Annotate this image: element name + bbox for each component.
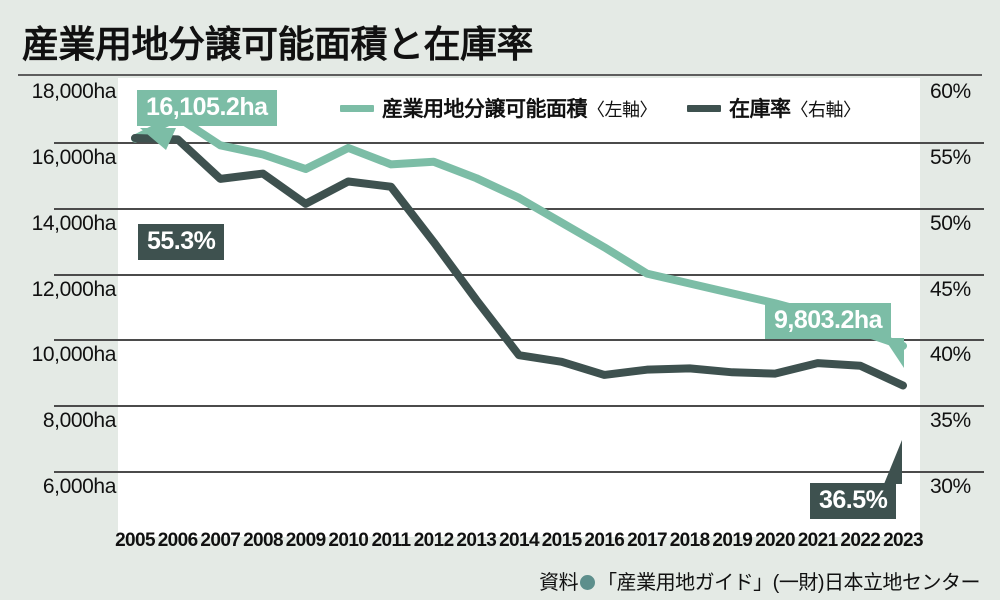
x-axis-tick: 2014 [499,530,539,551]
legend-swatch-rate [687,104,721,112]
y-axis-left-tick: 10,000ha [31,343,117,367]
bullet-dot-icon [580,575,596,590]
legend-label-area: 産業用地分譲可能面積〈左軸〉 [382,98,658,121]
y-axis-left-tick: 18,000ha [31,80,117,104]
x-axis-tick: 2009 [285,530,326,551]
gridline [54,471,984,473]
y-axis-left-tick: 14,000ha [31,211,117,235]
source-text: 「産業用地ガイド」(一財)日本立地センター [597,572,980,594]
y-axis-left-tick: 16,000ha [31,146,117,169]
y-axis-right-tick: 30% [930,475,971,498]
x-axis-tick: 2023 [883,530,923,551]
page-title: 産業用地分譲可能面積と在庫率 [22,24,534,65]
gridline [54,207,984,210]
x-axis-tick: 2020 [755,530,795,551]
gridline [54,339,984,342]
y-axis-right-tick: 60% [930,80,971,104]
x-axis-tick: 2010 [328,530,369,551]
legend-swatch-area [340,104,374,112]
area-start-callout: 16,105.2ha [137,90,277,126]
x-axis-tick: 2005 [115,530,155,551]
gridline [54,273,984,276]
source-note: 資料 「産業用地ガイド」(一財)日本立地センター [539,566,980,595]
y-axis-right-tick: 35% [930,409,971,433]
x-axis-tick: 2013 [456,530,497,551]
x-axis-tick: 2015 [541,530,582,551]
rate-start-callout: 55.3% [138,224,225,260]
y-axis-right-tick: 55% [930,146,971,169]
x-axis-tick: 2017 [627,530,667,551]
area-end-tail [884,338,904,368]
x-axis-tick: 2008 [243,530,283,551]
y-axis-left-tick: 6,000ha [42,475,117,498]
x-axis-tick: 2012 [413,530,454,551]
gridline [54,142,984,144]
rate-end-callout: 36.5% [810,483,897,519]
legend-label-rate: 在庫率〈右軸〉 [729,98,861,121]
y-axis-right-tick: 45% [930,277,971,301]
source-prefix: 資料 [539,572,579,594]
rate-end-tail [884,440,902,484]
line-rate-series [131,134,907,390]
x-axis-tick: 2018 [669,530,710,551]
y-axis-right-tick: 50% [930,211,971,235]
gridline [54,405,984,408]
area-end-callout: 9,803.2ha [765,303,892,339]
y-axis-left-tick: 12,000ha [31,277,117,301]
x-axis-tick: 2022 [840,530,881,551]
x-axis-tick: 2021 [797,530,838,551]
x-axis-tick: 2019 [712,530,753,551]
y-axis-left-tick: 8,000ha [42,409,117,433]
area-start-tail [140,128,176,150]
x-axis-tick: 2006 [157,530,198,551]
y-axis-right-tick: 40% [930,343,971,367]
legend: 産業用地分譲可能面積〈左軸〉 在庫率〈右軸〉 [340,93,861,123]
x-axis-tick: 2011 [371,530,411,551]
title-divider [18,74,982,76]
x-axis-tick: 2007 [200,530,241,551]
x-axis-tick: 2016 [584,530,625,551]
